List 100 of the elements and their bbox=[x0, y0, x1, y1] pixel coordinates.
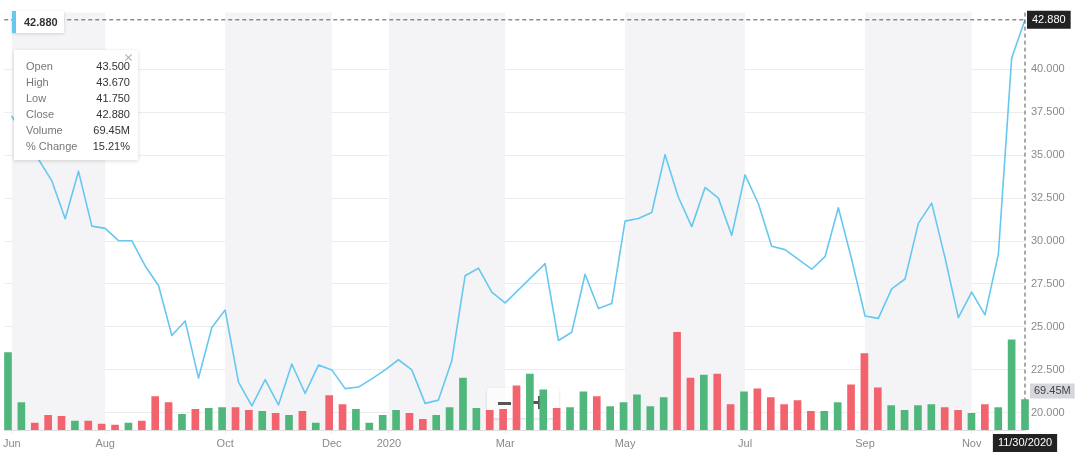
bar bbox=[820, 411, 829, 430]
bar bbox=[499, 409, 507, 430]
x-tick-label: May bbox=[614, 436, 636, 449]
bar bbox=[700, 374, 708, 430]
bar bbox=[485, 410, 494, 430]
text: Low 41.750 bbox=[26, 92, 130, 104]
bar bbox=[285, 414, 293, 430]
bar bbox=[445, 407, 454, 430]
bar bbox=[245, 410, 253, 430]
ref-line-label: 42.880 bbox=[1032, 12, 1066, 25]
x-tick-label: Mar bbox=[495, 436, 515, 449]
bar bbox=[472, 408, 481, 430]
bar bbox=[833, 402, 842, 430]
bar bbox=[954, 410, 962, 430]
bar bbox=[338, 404, 347, 430]
bar bbox=[1007, 339, 1016, 430]
y-tick-label: 32.500 bbox=[1031, 191, 1065, 204]
bar bbox=[432, 414, 441, 430]
y-tick-label: 25.000 bbox=[1031, 319, 1065, 332]
bar bbox=[1021, 399, 1029, 430]
bar bbox=[606, 406, 614, 430]
text: High 43.670 bbox=[26, 76, 130, 88]
x-tick-label: Jun bbox=[2, 436, 21, 449]
bar bbox=[191, 409, 200, 430]
x-tick-label: 2020 bbox=[376, 436, 402, 449]
bar bbox=[512, 385, 521, 430]
bar bbox=[981, 404, 989, 430]
bar bbox=[392, 410, 400, 430]
bar bbox=[164, 402, 173, 430]
bar bbox=[526, 373, 534, 430]
bar bbox=[30, 422, 39, 430]
bar bbox=[97, 423, 106, 430]
bar bbox=[619, 402, 628, 430]
y-tick-label: 30.000 bbox=[1031, 234, 1065, 247]
bar bbox=[137, 420, 146, 430]
bar bbox=[847, 384, 855, 430]
bar bbox=[298, 411, 307, 430]
bar bbox=[352, 409, 360, 430]
y-tick-label: 37.500 bbox=[1031, 105, 1065, 118]
x-tick-label: Sep bbox=[855, 436, 875, 449]
bar bbox=[178, 413, 186, 430]
bar bbox=[633, 394, 641, 430]
bar bbox=[994, 407, 1003, 430]
bar bbox=[271, 413, 280, 430]
bar bbox=[17, 402, 26, 430]
ref-line-label: 11/30/2020 bbox=[997, 436, 1053, 449]
bar bbox=[713, 373, 722, 430]
bar bbox=[887, 405, 896, 430]
bar bbox=[780, 404, 788, 430]
bar bbox=[740, 391, 748, 430]
bar bbox=[419, 418, 427, 430]
bar bbox=[967, 413, 976, 430]
bar bbox=[940, 407, 949, 430]
annotation: 42.880 bbox=[24, 16, 58, 28]
y-tick-label: 40.000 bbox=[1031, 62, 1065, 75]
bar bbox=[592, 396, 601, 430]
text: Volume 69.45M bbox=[26, 124, 130, 136]
bar bbox=[914, 405, 922, 430]
bar bbox=[766, 397, 775, 430]
x-tick-label: Dec bbox=[322, 436, 343, 449]
bar bbox=[459, 377, 467, 430]
bar bbox=[4, 352, 12, 430]
bar bbox=[659, 397, 668, 430]
bar bbox=[673, 332, 681, 430]
y-tick-label: 27.500 bbox=[1031, 277, 1065, 290]
bar bbox=[378, 414, 387, 430]
bar bbox=[204, 408, 213, 430]
bar bbox=[686, 377, 695, 430]
bar bbox=[365, 422, 374, 430]
bar bbox=[807, 411, 815, 430]
bar bbox=[84, 420, 93, 430]
bar bbox=[218, 407, 226, 430]
text: Close 42.880 bbox=[26, 108, 130, 120]
bar bbox=[111, 424, 119, 430]
text: % Change 15.21% bbox=[26, 140, 130, 152]
bar bbox=[539, 389, 548, 430]
x-tick-label: Nov bbox=[961, 436, 982, 449]
x-tick-label: Aug bbox=[95, 436, 115, 449]
bar bbox=[258, 411, 267, 430]
bar bbox=[860, 353, 869, 430]
bar bbox=[71, 420, 79, 430]
bar bbox=[873, 387, 882, 430]
bar bbox=[325, 395, 333, 430]
bar bbox=[793, 400, 802, 430]
bar bbox=[927, 404, 936, 430]
text: 69.45M bbox=[1034, 384, 1071, 397]
bar bbox=[552, 408, 561, 430]
bar bbox=[57, 415, 66, 430]
bar bbox=[151, 396, 160, 430]
x-tick-label: Jul bbox=[738, 436, 753, 449]
bar bbox=[753, 388, 762, 430]
bar bbox=[579, 391, 588, 430]
bar bbox=[646, 406, 655, 430]
x-tick-label: Oct bbox=[216, 436, 234, 449]
bar bbox=[311, 422, 320, 430]
bar bbox=[726, 404, 735, 430]
text: Open 43.500 bbox=[26, 60, 130, 72]
bar bbox=[231, 407, 240, 430]
bar bbox=[44, 414, 52, 430]
y-tick-label: 20.000 bbox=[1031, 405, 1065, 418]
